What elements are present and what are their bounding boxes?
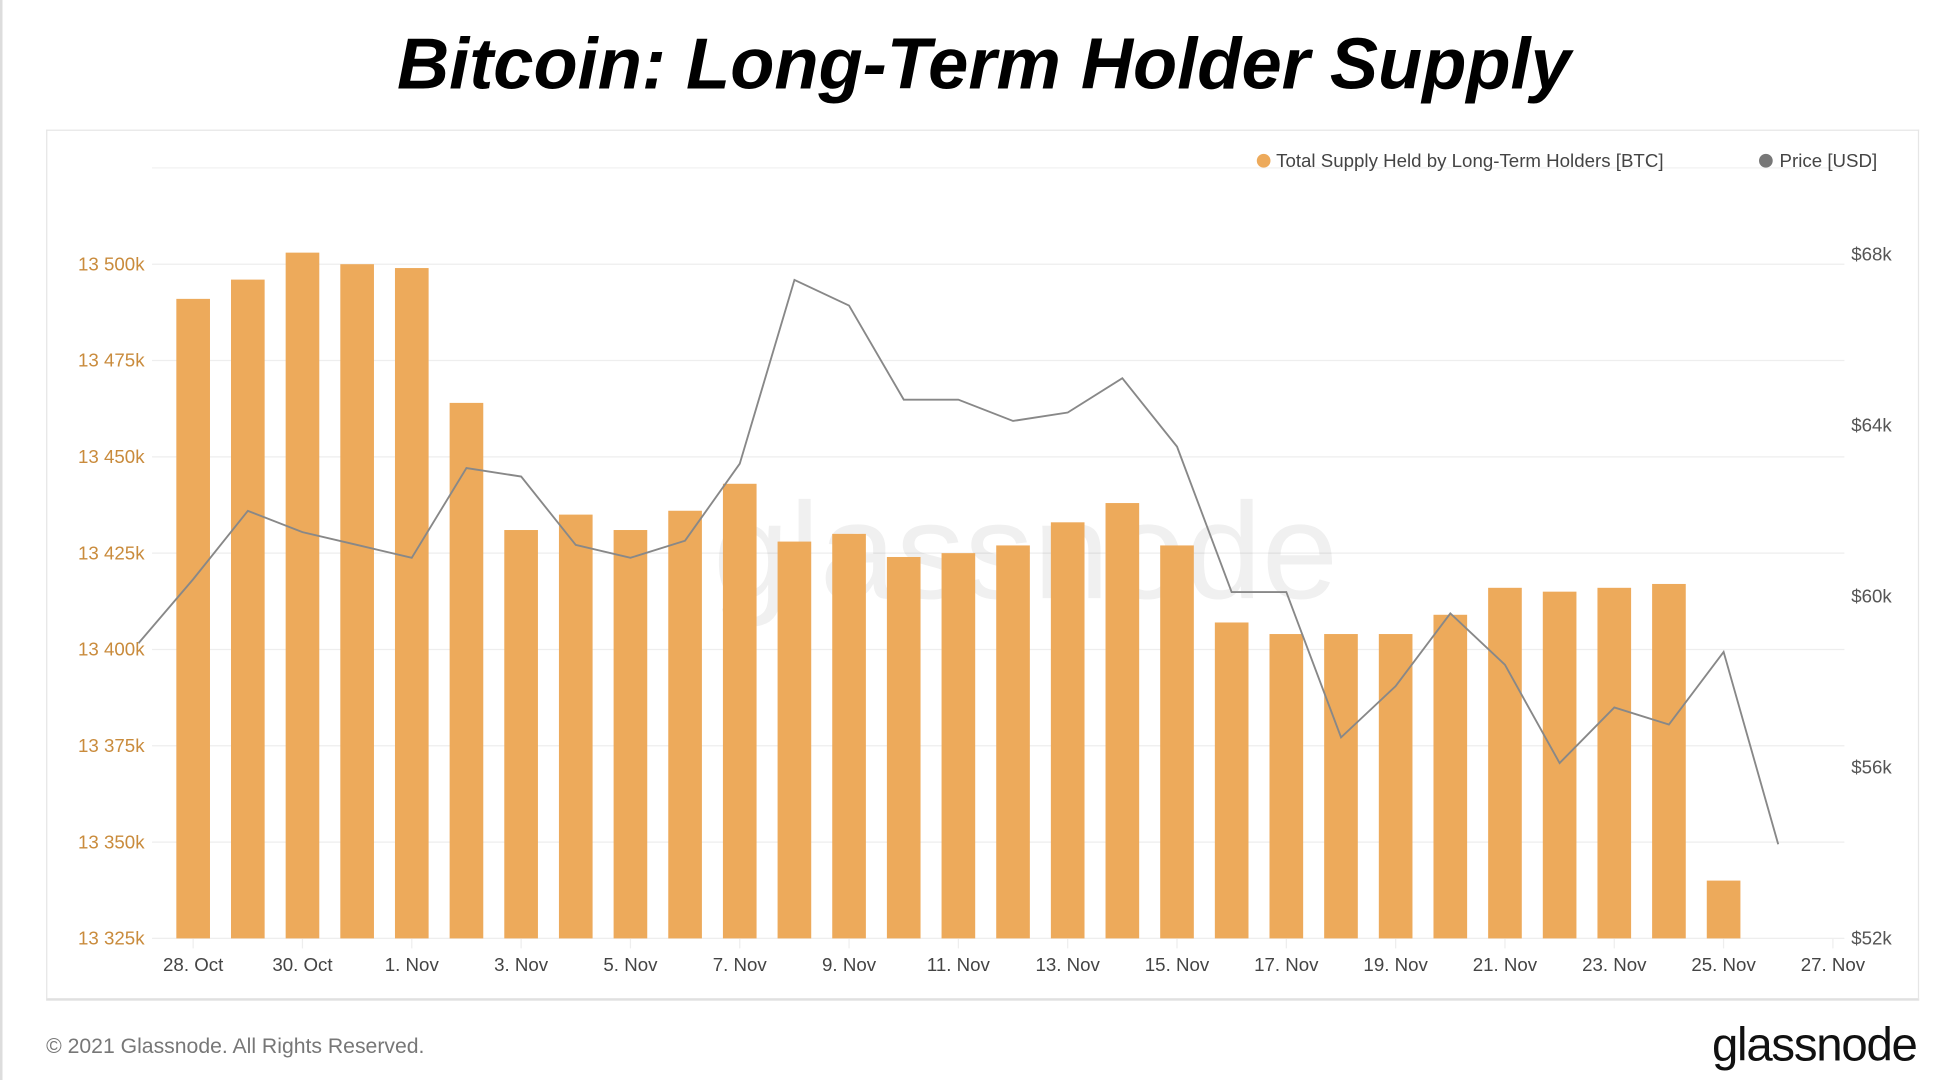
- x-axis-tick: 13. Nov: [1035, 954, 1100, 975]
- bar-2021-11-25[interactable]: [1706, 880, 1741, 939]
- left-axis-tick: 13 350k: [78, 831, 145, 852]
- x-axis-tick: 5. Nov: [603, 954, 658, 975]
- bar-2021-11-23[interactable]: [1597, 587, 1632, 939]
- legend-marker-supply: [1256, 153, 1271, 168]
- bar-2021-11-08[interactable]: [777, 541, 812, 939]
- left-axis-tick: 13 325k: [78, 928, 145, 949]
- x-axis-tick: 28. Oct: [163, 954, 224, 975]
- x-axis-tick: 27. Nov: [1801, 954, 1866, 975]
- bar-2021-11-03[interactable]: [504, 530, 538, 939]
- bar-2021-10-31[interactable]: [340, 264, 374, 939]
- x-axis-tick: 3. Nov: [494, 954, 549, 975]
- legend: Total Supply Held by Long-Term Holders […: [1256, 150, 1878, 171]
- glassnode-logo: glassnode: [1711, 1019, 1918, 1072]
- bar-2021-11-07[interactable]: [722, 483, 757, 939]
- x-axis-tick: 9. Nov: [822, 954, 877, 975]
- left-axis-tick: 13 475k: [78, 350, 145, 371]
- bar-2021-11-14[interactable]: [1105, 503, 1140, 939]
- x-axis-tick: 30. Oct: [272, 954, 333, 975]
- copyright: © 2021 Glassnode. All Rights Reserved.: [46, 1034, 425, 1059]
- bar-2021-11-20[interactable]: [1433, 614, 1468, 939]
- bar-2021-10-30[interactable]: [285, 252, 320, 939]
- x-axis-tick: 21. Nov: [1473, 954, 1538, 975]
- right-axis-tick: $52k: [1851, 928, 1892, 949]
- x-axis-tick: 1. Nov: [385, 954, 440, 975]
- bar-2021-11-10[interactable]: [886, 556, 921, 939]
- bar-2021-11-15[interactable]: [1160, 545, 1194, 939]
- bar-2021-11-24[interactable]: [1652, 583, 1686, 939]
- left-axis-tick: 13 450k: [78, 446, 145, 467]
- right-axis-tick: $68k: [1851, 243, 1892, 264]
- bar-2021-11-11[interactable]: [941, 553, 976, 939]
- x-axis-tick: 11. Nov: [927, 954, 991, 975]
- x-axis-tick: 19. Nov: [1363, 954, 1428, 975]
- bar-2021-11-04[interactable]: [558, 514, 593, 939]
- legend-label-supply[interactable]: Total Supply Held by Long-Term Holders […: [1276, 150, 1663, 171]
- bar-2021-11-13[interactable]: [1050, 522, 1085, 939]
- bar-2021-11-01[interactable]: [394, 268, 429, 939]
- right-axis-tick: $64k: [1851, 414, 1892, 435]
- left-axis-tick: 13 400k: [78, 639, 145, 660]
- legend-label-price[interactable]: Price [USD]: [1780, 150, 1878, 171]
- price-line: [137, 278, 1780, 845]
- left-axis-tick: 13 425k: [78, 542, 145, 563]
- right-axis-tick: $60k: [1851, 586, 1892, 607]
- x-axis-tick: 25. Nov: [1691, 954, 1756, 975]
- bar-2021-11-22[interactable]: [1542, 591, 1577, 939]
- bar-2021-11-18[interactable]: [1324, 634, 1358, 939]
- x-axis-tick: 7. Nov: [713, 954, 768, 975]
- bar-2021-11-16[interactable]: [1214, 622, 1249, 939]
- page-title: Bitcoin: Long-Term Holder Supply: [396, 23, 1571, 105]
- bar-2021-11-19[interactable]: [1378, 634, 1413, 939]
- right-axis-tick: $56k: [1851, 757, 1892, 778]
- bar-2021-10-28[interactable]: [176, 298, 210, 939]
- legend-marker-price: [1759, 153, 1773, 168]
- bar-2021-11-06[interactable]: [668, 510, 702, 939]
- x-axis-tick: 15. Nov: [1145, 954, 1210, 975]
- bar-2021-11-05[interactable]: [613, 530, 648, 939]
- bar-2021-11-17[interactable]: [1269, 634, 1304, 939]
- bar-2021-10-29[interactable]: [230, 279, 265, 939]
- bar-2021-11-21[interactable]: [1488, 587, 1522, 939]
- bar-2021-11-12[interactable]: [996, 545, 1030, 939]
- bars: [176, 252, 1741, 939]
- bar-2021-11-02[interactable]: [449, 402, 484, 939]
- x-axis-tick: 17. Nov: [1254, 954, 1319, 975]
- bar-2021-11-09[interactable]: [832, 533, 866, 939]
- left-axis-tick: 13 375k: [78, 735, 145, 756]
- left-axis-tick: 13 500k: [78, 253, 145, 274]
- x-axis-tick: 23. Nov: [1582, 954, 1647, 975]
